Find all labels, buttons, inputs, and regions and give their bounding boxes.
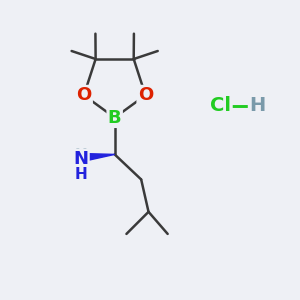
Text: H: H — [74, 167, 87, 182]
Text: B: B — [108, 109, 122, 127]
Text: H: H — [249, 96, 266, 115]
Text: Cl: Cl — [210, 96, 231, 115]
Text: O: O — [138, 86, 153, 104]
Polygon shape — [83, 154, 115, 161]
Text: O: O — [76, 86, 92, 104]
Text: H: H — [74, 148, 87, 163]
Text: N: N — [73, 150, 88, 168]
